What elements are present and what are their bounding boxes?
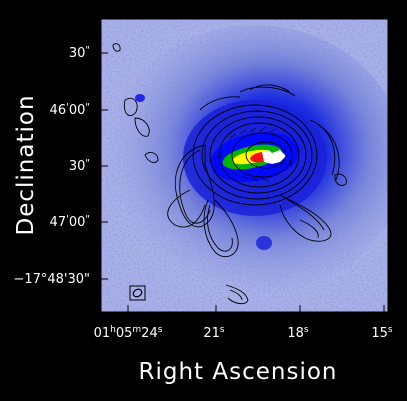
point-source [135,94,145,102]
x-tick-marks [127,305,385,312]
y-tick-label: 30" [69,45,90,61]
radio-contours [112,43,347,305]
y-tick-label: 46'00" [50,102,90,118]
y-tick-label: 30" [69,158,90,174]
x-tick-label: 01h05m24s [94,325,163,341]
x-axis-title: Right Ascension [139,359,338,385]
y-tick-label: −17°48'30" [13,272,90,287]
plot-area [101,19,388,312]
x-tick-label: 21s [203,325,225,341]
x-tick-label: 18s [287,325,309,341]
point-source [256,236,272,250]
galaxy-core-white [262,150,286,164]
beam-marker-box [129,285,146,301]
polarization-vectors [219,126,293,182]
y-axis-title: Declination [13,94,39,235]
y-tick-label: 47'00" [50,214,90,230]
y-tick-marks [101,52,108,280]
x-tick-label: 15s [371,325,393,341]
beam-ellipse [132,288,143,298]
